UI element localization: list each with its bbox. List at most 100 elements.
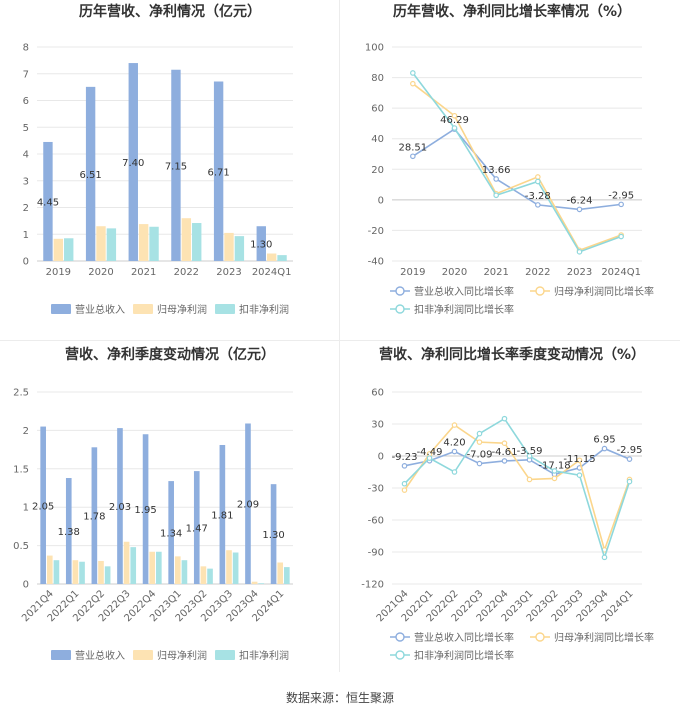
legend-swatch bbox=[133, 304, 153, 314]
y-tick-label: 5 bbox=[23, 123, 29, 134]
deduct-profit-bar bbox=[53, 560, 60, 584]
legend-label: 归母净利润同比增长率 bbox=[554, 285, 654, 298]
revenue-bar bbox=[168, 481, 174, 584]
revenue-bar bbox=[117, 428, 123, 584]
legend-swatch bbox=[51, 304, 71, 314]
deduct-profit-bar bbox=[149, 226, 159, 261]
legend-marker bbox=[535, 286, 545, 296]
revenue-growth-point bbox=[451, 448, 458, 455]
deduct-profit-bar bbox=[207, 568, 213, 584]
revenue-bar bbox=[142, 434, 149, 584]
legend-marker bbox=[535, 632, 545, 642]
revenue-bar bbox=[43, 141, 53, 261]
revenue-bar bbox=[193, 471, 200, 584]
revenue-data-label: 1.81 bbox=[211, 510, 233, 521]
growth-data-label: 4.20 bbox=[443, 438, 465, 449]
growth-data-label: -4.49 bbox=[417, 447, 443, 458]
growth-data-label: -17.18 bbox=[538, 460, 570, 471]
growth-data-label: 13.66 bbox=[482, 165, 511, 176]
horizontal-divider bbox=[0, 340, 680, 341]
revenue-bar bbox=[85, 86, 96, 261]
parent-profit-bar bbox=[181, 218, 192, 261]
x-tick-label: 2020 bbox=[88, 267, 113, 278]
deduct-profit-growth-point bbox=[501, 415, 508, 422]
deduct-profit-growth-point bbox=[535, 178, 541, 185]
legend-swatch bbox=[133, 650, 153, 660]
chart-quarterly_growth: 营收、净利同比增长率季度变动情况（%）-120-90-60-3003060202… bbox=[361, 346, 654, 662]
revenue-bar bbox=[65, 478, 72, 584]
deduct-profit-bar bbox=[181, 560, 188, 584]
revenue-growth-point bbox=[401, 463, 408, 469]
y-tick-label: -120 bbox=[361, 580, 384, 591]
legend-marker bbox=[395, 632, 405, 642]
deduct-profit-growth-point bbox=[618, 233, 624, 240]
growth-data-label: -2.95 bbox=[617, 445, 643, 456]
parent-profit-growth-point bbox=[526, 476, 533, 483]
revenue-growth-point bbox=[410, 153, 416, 160]
deduct-profit-bar bbox=[156, 551, 162, 584]
y-tick-label: 80 bbox=[371, 73, 384, 84]
revenue-growth-point bbox=[476, 460, 483, 467]
deduct-profit-growth-point bbox=[551, 468, 558, 474]
legend-swatch bbox=[215, 650, 235, 660]
legend-swatch bbox=[215, 304, 235, 314]
deduct-profit-growth-point bbox=[426, 455, 433, 461]
parent-profit-bar bbox=[46, 555, 53, 584]
y-tick-label: 1.5 bbox=[13, 464, 29, 475]
y-tick-label: 8 bbox=[23, 43, 29, 54]
deduct-profit-growth-point bbox=[451, 125, 458, 131]
y-tick-label: -20 bbox=[368, 226, 384, 237]
parent-profit-bar bbox=[98, 560, 104, 584]
legend: 营业总收入 归母净利润 扣非净利润 bbox=[51, 303, 289, 316]
parent-profit-growth-line bbox=[403, 424, 631, 553]
deduct-profit-growth-point bbox=[526, 453, 533, 459]
parent-profit-growth-point bbox=[535, 174, 541, 180]
deduct-profit-growth-point bbox=[451, 469, 458, 475]
chart-annual_growth: 历年营收、净利同比增长率情况（%） -40 -20 0 20 40 60 80 100 2019 2… bbox=[365, 3, 654, 316]
parent-profit-growth-point bbox=[401, 487, 408, 493]
x-tick-label: 2019 bbox=[46, 267, 71, 278]
y-tick-label: 1 bbox=[23, 230, 29, 241]
chart-title: 营收、净利同比增长率季度变动情况（%） bbox=[379, 346, 645, 363]
chart-title: 历年营收、净利情况（亿元） bbox=[79, 3, 261, 20]
parent-profit-growth-point bbox=[451, 112, 458, 119]
parent-profit-growth-point bbox=[576, 457, 583, 464]
parent-profit-growth-point bbox=[551, 475, 558, 482]
deduct-profit-growth-point bbox=[576, 249, 583, 255]
y-tick-label: 60 bbox=[371, 388, 384, 399]
y-tick-label: 0 bbox=[23, 580, 29, 591]
revenue-bar bbox=[213, 81, 224, 261]
deduct-profit-growth-point bbox=[626, 478, 633, 485]
y-tick-label: 4 bbox=[23, 150, 29, 161]
deduct-profit-bar bbox=[130, 547, 137, 584]
parent-profit-bar bbox=[72, 560, 79, 584]
growth-data-label: 6.95 bbox=[593, 435, 615, 446]
revenue-data-label: 1.38 bbox=[58, 527, 80, 538]
revenue-data-label: 6.71 bbox=[207, 167, 229, 178]
y-tick-label: -60 bbox=[368, 516, 384, 527]
y-tick-label: 0 bbox=[378, 452, 384, 463]
deduct-profit-bar bbox=[277, 255, 287, 261]
revenue-data-label: 4.45 bbox=[37, 197, 59, 208]
growth-data-label: -3.59 bbox=[517, 446, 543, 457]
y-tick-label: 6 bbox=[23, 96, 29, 107]
deduct-profit-growth-point bbox=[476, 430, 483, 437]
revenue-data-label: 6.51 bbox=[79, 170, 101, 181]
parent-profit-bar bbox=[226, 550, 232, 584]
y-tick-label: 0 bbox=[378, 195, 384, 206]
deduct-profit-bar bbox=[284, 567, 290, 584]
revenue-bar bbox=[171, 69, 181, 261]
legend-marker bbox=[395, 304, 405, 314]
parent-profit-growth-point bbox=[501, 440, 508, 447]
deduct-profit-bar bbox=[192, 223, 202, 261]
parent-profit-bar bbox=[200, 566, 207, 584]
revenue-bar bbox=[128, 63, 138, 261]
legend: 营业总收入 归母净利润 扣非净利润 bbox=[51, 649, 289, 662]
legend-label: 扣非净利润 bbox=[239, 303, 289, 316]
growth-data-label: -11.15 bbox=[563, 454, 595, 465]
growth-data-label: 28.51 bbox=[399, 142, 428, 153]
growth-data-label: -9.23 bbox=[392, 452, 418, 463]
revenue-data-label: 1.78 bbox=[83, 512, 105, 523]
legend-swatch bbox=[51, 650, 71, 660]
